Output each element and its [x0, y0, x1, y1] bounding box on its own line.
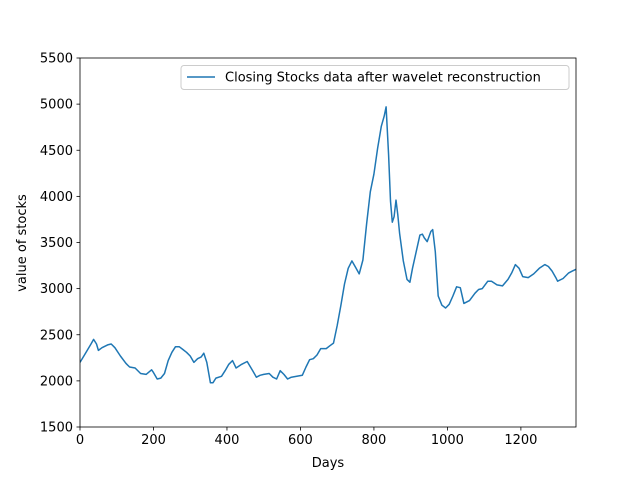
x-tick-label-0: 0 — [76, 433, 84, 448]
y-tick-label-0: 1500 — [40, 421, 73, 436]
x-tick-label-1: 200 — [141, 433, 166, 448]
x-tick-label-5: 1000 — [431, 433, 464, 448]
series-line-0 — [80, 106, 576, 384]
y-tick-label-6: 4500 — [40, 144, 73, 159]
x-tick-label-6: 1200 — [504, 433, 537, 448]
legend: Closing Stocks data after wavelet recons… — [180, 65, 570, 90]
legend-label-0: Closing Stocks data after wavelet recons… — [225, 71, 541, 86]
x-tick-label-4: 800 — [362, 433, 387, 448]
y-axis-label: value of stocks — [15, 194, 30, 292]
y-tick-label-8: 5500 — [40, 52, 73, 67]
x-tick-label-3: 600 — [288, 433, 313, 448]
y-tick-label-3: 3000 — [40, 282, 73, 297]
y-tick-label-1: 2000 — [40, 374, 73, 389]
x-tick-label-2: 400 — [215, 433, 240, 448]
y-tick-label-7: 5000 — [40, 98, 73, 113]
x-axis-label: Days — [312, 456, 345, 471]
y-tick-label-5: 4000 — [40, 190, 73, 205]
x-axis-ticks: 0 200 400 600 800 1000 1200 — [76, 427, 537, 448]
legend-box — [180, 65, 570, 90]
y-tick-label-4: 3500 — [40, 236, 73, 251]
y-axis-ticks: 1500 2000 2500 3000 3500 4000 4500 5000 5500 — [40, 52, 80, 436]
y-tick-label-2: 2500 — [40, 328, 73, 343]
